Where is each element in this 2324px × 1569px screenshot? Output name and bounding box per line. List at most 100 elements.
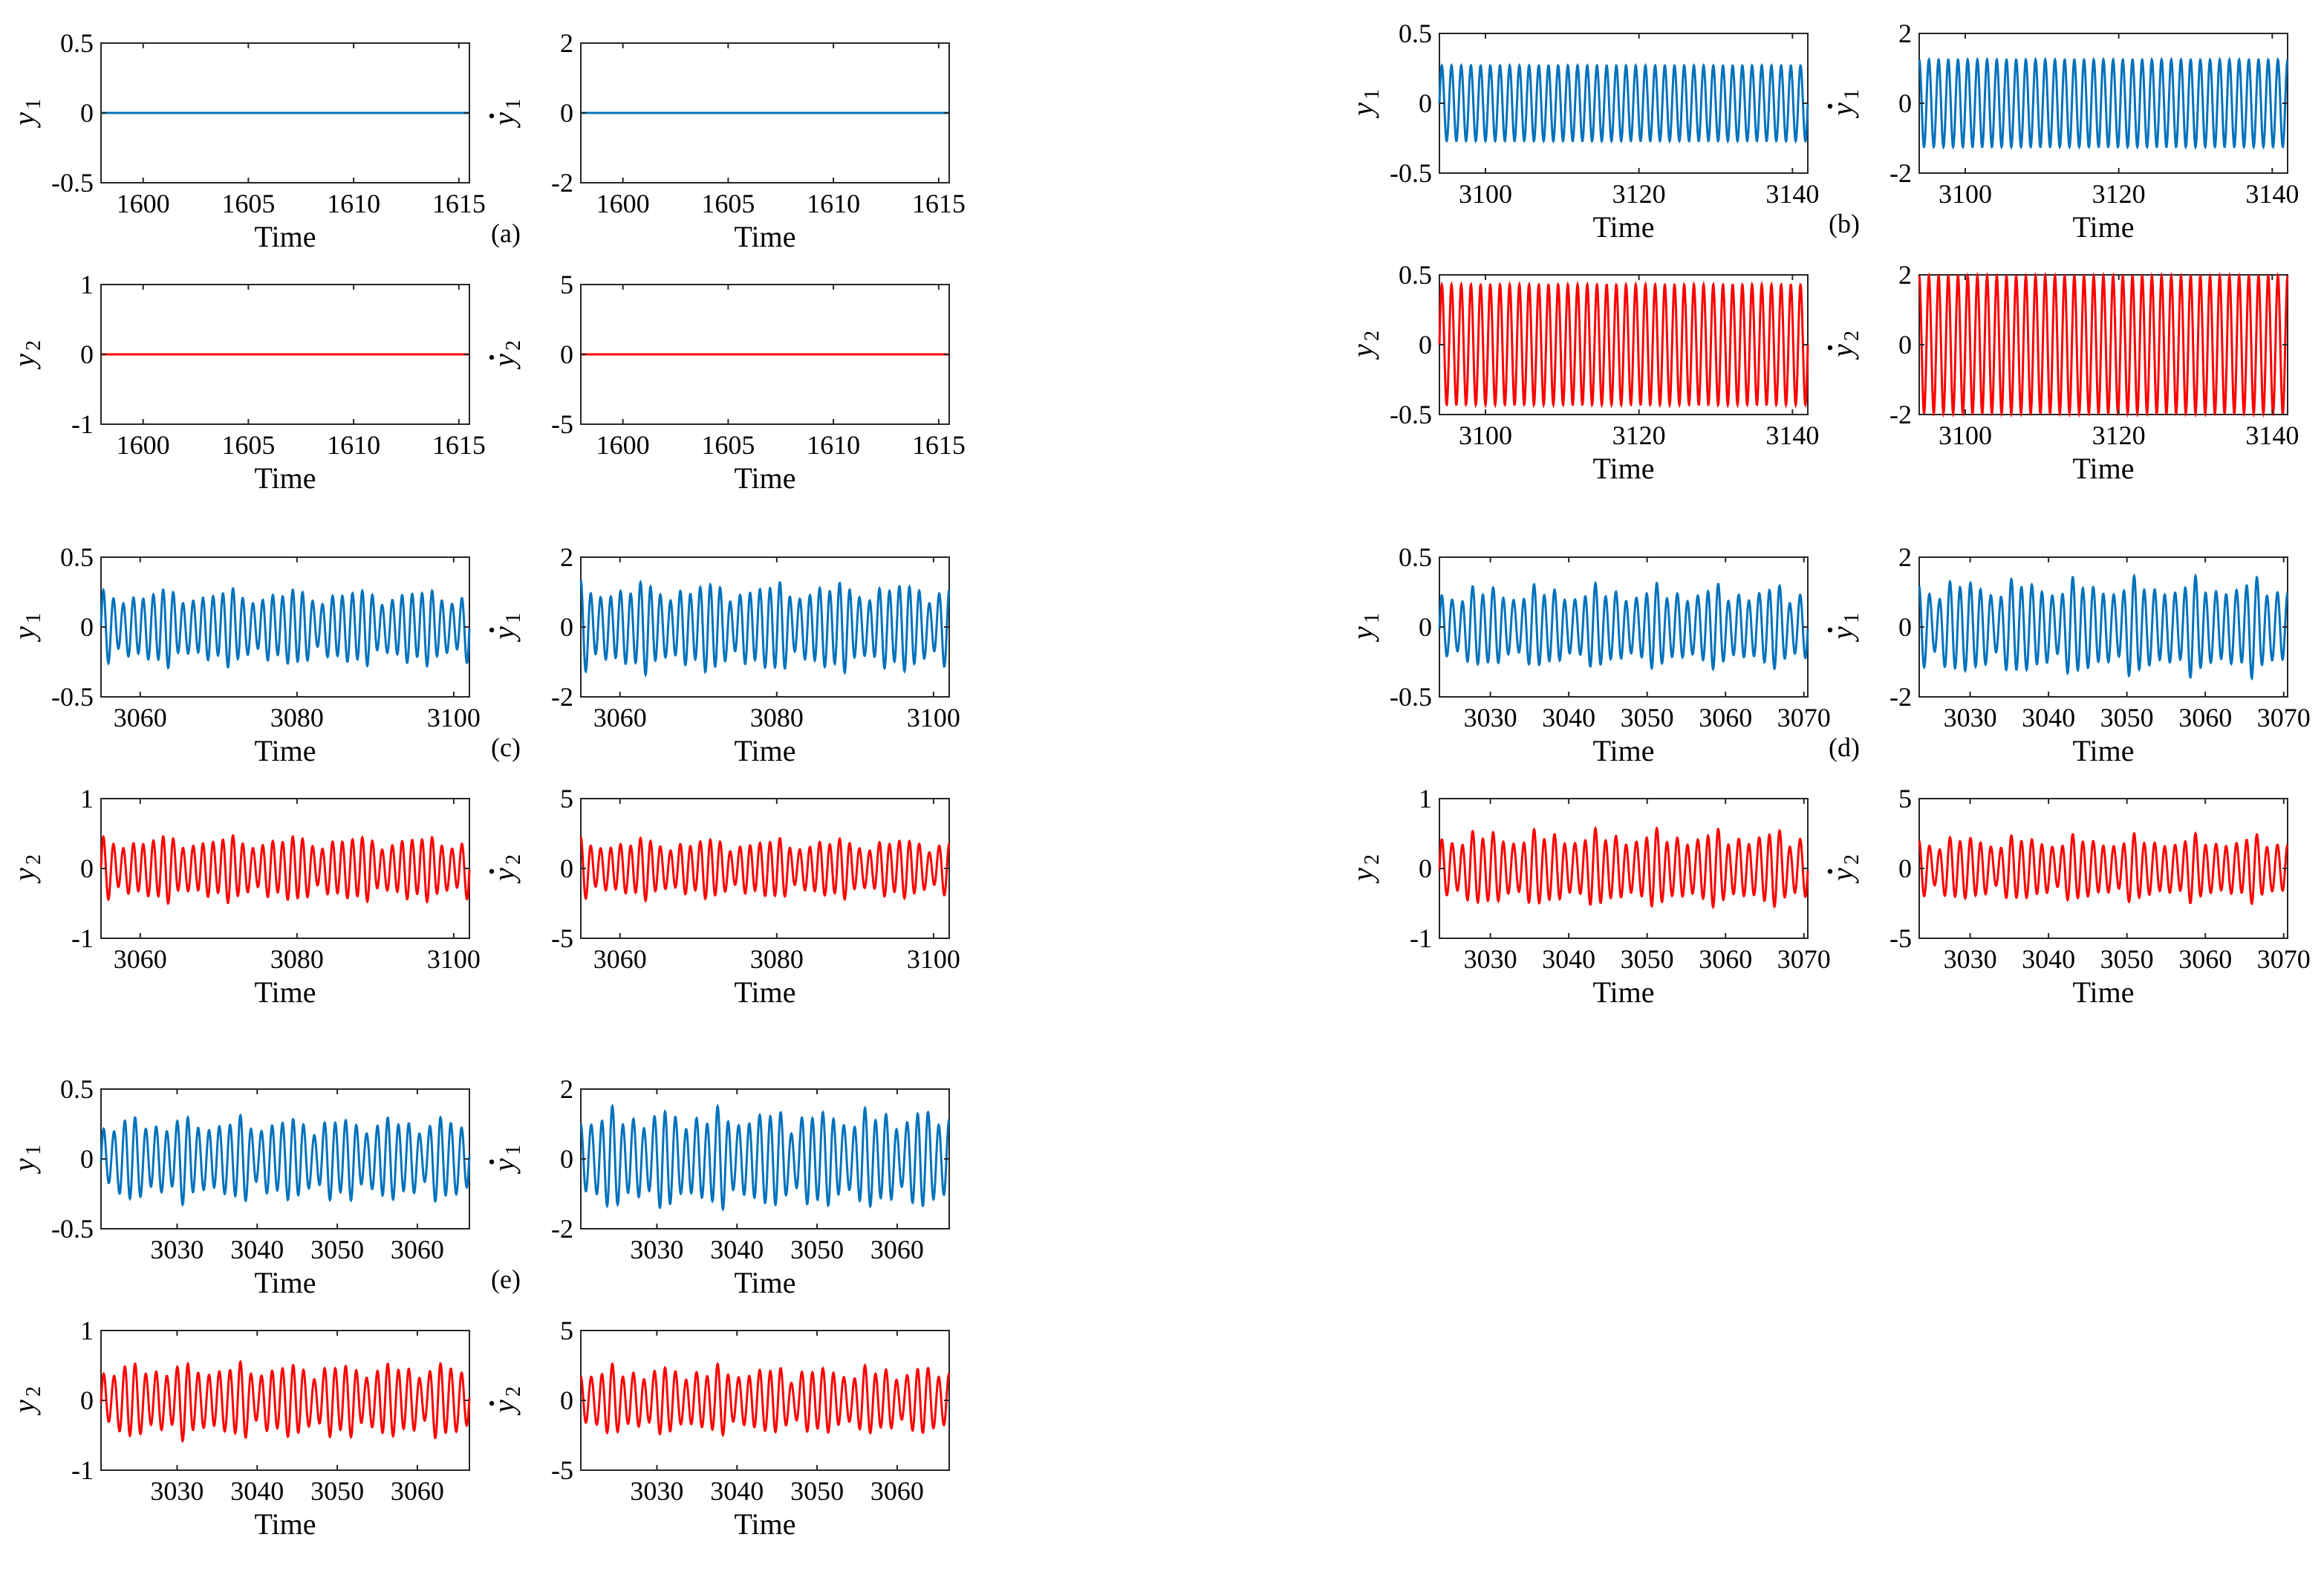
x-axis-title: Time — [254, 975, 316, 1009]
x-tick-label: 3050 — [310, 1235, 364, 1264]
y-tick-label: -0.5 — [51, 168, 94, 198]
series-line-y1 — [1438, 62, 1809, 144]
x-tick-label: 3060 — [593, 944, 647, 974]
axes-box — [1918, 798, 2288, 939]
x-tick-label: 3030 — [630, 1235, 683, 1264]
y-axis-symbol: y — [1826, 868, 1859, 884]
y-axis-symbol: y — [1346, 103, 1379, 119]
y-axis-subscript: 2 — [1361, 854, 1384, 865]
y-axis-title: y1 — [487, 1145, 525, 1175]
y-tick-label: 0.5 — [1399, 260, 1432, 290]
time-derivative-dot — [1827, 345, 1833, 351]
time-derivative-dot — [489, 868, 495, 874]
y-axis-title: y1 — [487, 99, 525, 129]
y-tick-label: 0 — [560, 1144, 573, 1174]
y-axis-title: y2 — [1346, 331, 1384, 360]
y-axis-subscript: 1 — [502, 613, 525, 623]
x-tick-label: 3050 — [2100, 703, 2154, 732]
y-axis-subscript: 1 — [1361, 89, 1384, 100]
series-line-y1dot — [579, 1103, 951, 1212]
x-tick-label: 3030 — [1464, 944, 1517, 974]
y-axis-subscript: 2 — [1361, 331, 1384, 341]
y-axis-symbol: y — [7, 1158, 41, 1175]
y-axis-subscript: 2 — [22, 340, 45, 351]
y-tick-label: -1 — [71, 409, 94, 439]
y-axis-title: y2 — [7, 854, 45, 884]
series-line-y2dot — [1918, 271, 2289, 418]
y-axis-symbol: y — [487, 1158, 521, 1175]
y-axis-title: y1 — [7, 1145, 45, 1175]
x-tick-label: 3100 — [907, 703, 960, 732]
x-tick-label: 3080 — [750, 944, 804, 974]
x-tick-label: 3100 — [427, 944, 481, 974]
time-derivative-dot — [1827, 868, 1833, 874]
y-axis-subscript: 1 — [22, 99, 45, 109]
x-tick-label: 3030 — [150, 1476, 204, 1506]
panel-tag: (d) — [1829, 732, 1860, 762]
x-axis-title: Time — [1592, 452, 1654, 485]
x-tick-label: 3040 — [2022, 703, 2075, 732]
x-tick-label: 1615 — [912, 189, 966, 218]
y-tick-label: 0.5 — [60, 28, 94, 58]
y-axis-symbol: y — [1346, 626, 1379, 643]
y-tick-label: 0 — [560, 612, 573, 642]
x-axis-title: Time — [734, 461, 795, 495]
y-axis-title: y2 — [1826, 331, 1864, 360]
x-tick-label: 3050 — [1621, 703, 1674, 732]
y-axis-symbol: y — [1826, 103, 1859, 119]
y-tick-label: 5 — [1898, 784, 1912, 813]
x-tick-label: 3120 — [2092, 179, 2146, 209]
y-tick-label: 0 — [1419, 88, 1432, 118]
x-tick-label: 3060 — [2178, 944, 2232, 974]
y-tick-label: -0.5 — [51, 1214, 94, 1244]
y-tick-label: -2 — [1890, 682, 1912, 712]
x-axis-title: Time — [2072, 452, 2134, 485]
x-tick-label: 3050 — [310, 1476, 364, 1506]
x-tick-label: 3030 — [150, 1235, 204, 1264]
y-axis-symbol: y — [487, 1400, 521, 1416]
x-tick-label: 3060 — [1699, 944, 1752, 974]
series-line-y2 — [1438, 280, 1809, 409]
y-axis-title: y2 — [1346, 854, 1384, 884]
y-tick-label: 2 — [1898, 19, 1912, 48]
x-tick-label: 1605 — [701, 430, 755, 460]
x-tick-label: 3140 — [2245, 420, 2299, 450]
y-tick-label: 0 — [80, 340, 94, 369]
y-axis-title: y1 — [7, 99, 45, 129]
series-line-y2dot — [579, 836, 951, 903]
x-tick-label: 1600 — [117, 430, 170, 460]
axes-box — [1918, 556, 2288, 698]
series-line-y2dot — [1918, 831, 2289, 906]
y-tick-label: -0.5 — [51, 682, 94, 712]
y-tick-label: 0 — [80, 1386, 94, 1415]
y-tick-label: 0 — [1419, 330, 1432, 360]
x-tick-label: 3120 — [1612, 179, 1666, 209]
x-tick-label: 3040 — [230, 1476, 284, 1506]
x-tick-label: 3040 — [710, 1235, 764, 1264]
x-axis-title: Time — [734, 1266, 795, 1299]
y-tick-label: 0 — [1898, 88, 1912, 118]
y-tick-label: 0.5 — [60, 1074, 94, 1104]
x-tick-label: 3080 — [270, 703, 324, 732]
y-axis-title: y2 — [7, 340, 45, 370]
x-tick-label: 3060 — [114, 944, 167, 974]
y-axis-title: y1 — [1346, 89, 1384, 119]
y-tick-label: 0 — [560, 1386, 573, 1415]
x-tick-label: 3100 — [1939, 420, 1992, 450]
y-tick-label: 5 — [560, 784, 573, 813]
time-derivative-dot — [489, 1159, 495, 1165]
y-tick-label: -2 — [551, 682, 573, 712]
x-tick-label: 1615 — [432, 430, 486, 460]
y-axis-symbol: y — [1346, 868, 1379, 884]
series-line-y2 — [100, 1360, 471, 1443]
